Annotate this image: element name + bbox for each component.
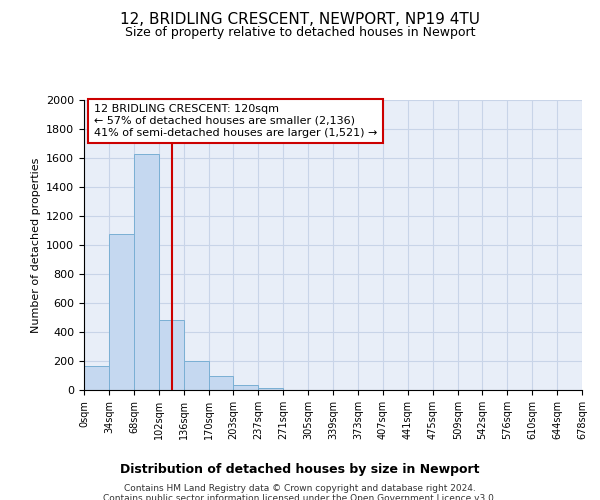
Text: 12 BRIDLING CRESCENT: 120sqm
← 57% of detached houses are smaller (2,136)
41% of: 12 BRIDLING CRESCENT: 120sqm ← 57% of de… bbox=[94, 104, 377, 138]
Bar bbox=[209, 376, 233, 390]
Y-axis label: Number of detached properties: Number of detached properties bbox=[31, 158, 41, 332]
Text: Contains HM Land Registry data © Crown copyright and database right 2024.: Contains HM Land Registry data © Crown c… bbox=[124, 484, 476, 493]
Bar bbox=[233, 385, 258, 390]
Bar bbox=[159, 320, 184, 390]
Text: Size of property relative to detached houses in Newport: Size of property relative to detached ho… bbox=[125, 26, 475, 39]
Bar bbox=[184, 361, 209, 390]
Text: Contains public sector information licensed under the Open Government Licence v3: Contains public sector information licen… bbox=[103, 494, 497, 500]
Bar bbox=[134, 154, 159, 390]
Bar bbox=[258, 388, 283, 390]
Bar bbox=[109, 234, 134, 390]
Text: 12, BRIDLING CRESCENT, NEWPORT, NP19 4TU: 12, BRIDLING CRESCENT, NEWPORT, NP19 4TU bbox=[120, 12, 480, 28]
Text: Distribution of detached houses by size in Newport: Distribution of detached houses by size … bbox=[120, 462, 480, 475]
Bar bbox=[84, 366, 109, 390]
